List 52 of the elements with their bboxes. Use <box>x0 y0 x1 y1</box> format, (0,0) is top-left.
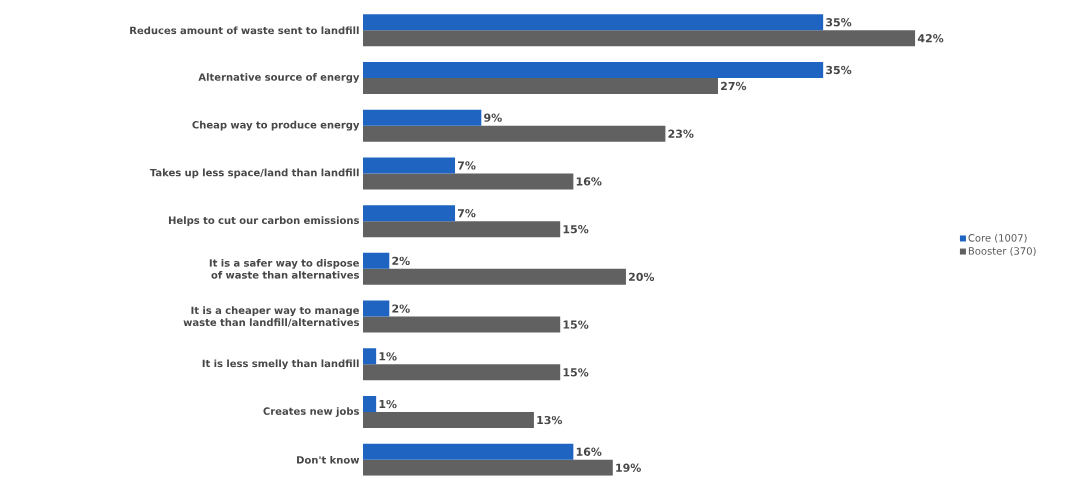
bar <box>363 316 561 333</box>
data-label: 7% <box>457 161 476 170</box>
bar <box>363 30 916 47</box>
bar <box>363 268 626 285</box>
data-label: 35% <box>826 18 852 27</box>
data-label: 9% <box>484 113 502 122</box>
y-tick-label: Reduces amount of waste sent to landfill <box>130 26 359 35</box>
y-tick-label: It is a safer way to dispose of waste than alternatives <box>209 258 359 279</box>
bar <box>363 205 456 222</box>
y-tick-label: Don't know <box>297 455 360 464</box>
bar <box>363 364 561 381</box>
y-tick-label: Alternative source of energy <box>198 73 360 83</box>
bar <box>363 443 574 460</box>
data-label: 15% <box>563 368 589 377</box>
legend-label: Core (1007) <box>968 233 1027 243</box>
data-label: 19% <box>616 463 641 472</box>
y-tick-label: It is less smelly than landfill <box>202 359 359 370</box>
data-label: 15% <box>563 320 589 329</box>
data-label: 16% <box>576 177 602 186</box>
data-label: 2% <box>392 256 410 266</box>
data-label: 35% <box>826 65 852 75</box>
data-label: 1% <box>379 399 397 409</box>
data-label: 27% <box>721 81 747 91</box>
bar <box>363 61 824 78</box>
bar <box>363 14 824 31</box>
bar <box>363 348 377 365</box>
data-label: 16% <box>576 447 602 456</box>
y-tick-label: Helps to cut our carbon emissions <box>168 216 359 226</box>
bar <box>363 396 377 413</box>
data-label: 2% <box>392 304 410 313</box>
data-label: 13% <box>537 415 563 425</box>
data-label: 7% <box>457 209 476 218</box>
data-label: 1% <box>379 352 397 361</box>
y-tick-label: Takes up less space/land than landfill <box>149 168 359 179</box>
bar <box>363 173 574 190</box>
data-label: 42% <box>917 34 944 43</box>
y-tick-label: It is a cheaper way to manage waste than landfill/alternatives <box>183 306 360 327</box>
bar <box>363 459 613 476</box>
bar <box>363 109 482 126</box>
bar <box>363 77 718 94</box>
legend-label: Booster (370) <box>968 247 1036 256</box>
bar <box>363 157 456 174</box>
bar <box>363 252 390 269</box>
y-tick-label: Creates new jobs <box>263 407 359 417</box>
bar <box>363 412 534 429</box>
bar <box>363 125 666 142</box>
bar <box>363 300 390 317</box>
bar <box>363 221 561 238</box>
data-label: 23% <box>668 129 694 138</box>
data-label: 20% <box>629 272 655 282</box>
y-tick-label: Cheap way to produce energy <box>192 120 360 131</box>
data-label: 15% <box>563 225 589 234</box>
